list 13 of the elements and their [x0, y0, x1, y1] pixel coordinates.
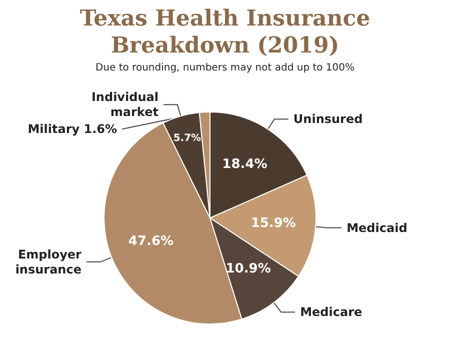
slice-label: Medicare	[300, 305, 362, 320]
slice-label: Military 1.6%	[28, 122, 118, 136]
slice-label: Uninsured	[293, 112, 363, 126]
data-label: 18.4%	[222, 157, 268, 172]
chart-subtitle: Due to rounding, numbers may not add up to 100%	[95, 62, 355, 74]
slice-label: Individual market	[91, 90, 159, 120]
chart-title: Texas Health Insurance Breakdown (2019)	[80, 6, 370, 58]
slice-label: Medicaid	[346, 220, 408, 235]
data-label: 15.9%	[250, 216, 296, 231]
data-label: 5.7%	[173, 133, 202, 144]
data-label: 47.6%	[128, 234, 174, 250]
data-label: 10.9%	[226, 261, 271, 276]
slice-label: Employer insurance	[15, 247, 82, 276]
